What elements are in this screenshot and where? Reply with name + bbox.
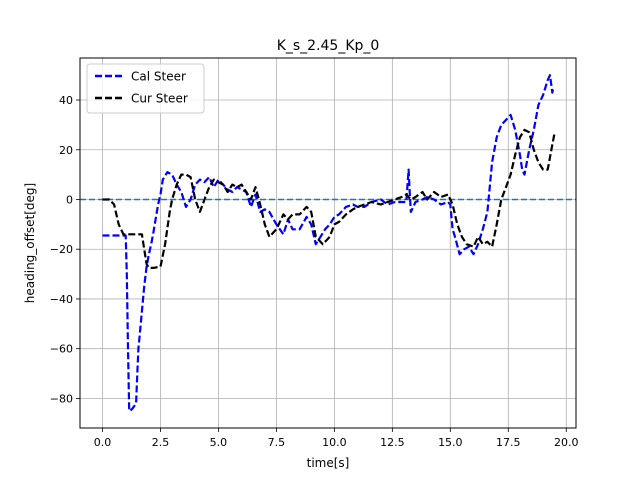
x-tick-label: 5.0 (210, 436, 228, 449)
legend-label-cal-steer: Cal Steer (131, 70, 186, 84)
x-axis-label: time[s] (307, 456, 350, 470)
legend: Cal Steer Cur Steer (86, 63, 205, 114)
x-axis-ticks: 0.0 2.5 5.0 7.5 10.0 12.5 15.0 17.5 20.0 (94, 428, 579, 449)
plot-area (80, 74, 576, 412)
y-tick-label: 0 (66, 193, 73, 206)
axes-frame (79, 57, 577, 429)
y-tick-label: −60 (50, 343, 73, 356)
y-tick-label: 40 (59, 94, 73, 107)
x-tick-label: 0.0 (94, 436, 112, 449)
x-tick-label: 15.0 (438, 436, 463, 449)
x-tick-label: 20.0 (554, 436, 579, 449)
y-tick-label: −20 (50, 243, 73, 256)
y-axis-ticks: −80 −60 −40 −20 0 20 40 (50, 94, 80, 405)
y-tick-label: 20 (59, 144, 73, 157)
y-tick-label: −40 (50, 293, 73, 306)
x-tick-label: 7.5 (268, 436, 286, 449)
y-tick-label: −80 (50, 392, 73, 405)
x-tick-label: 12.5 (380, 436, 405, 449)
y-axis-label: heading_offset[deg] (23, 183, 37, 303)
chart-title: K_s_2.45_Kp_0 (277, 38, 380, 54)
series-line-cal-steer (102, 74, 555, 412)
series-line-cur-steer (102, 128, 556, 269)
x-tick-label: 10.0 (322, 436, 347, 449)
legend-label-cur-steer: Cur Steer (131, 92, 188, 106)
x-tick-label: 2.5 (152, 436, 170, 449)
x-tick-label: 17.5 (496, 436, 521, 449)
